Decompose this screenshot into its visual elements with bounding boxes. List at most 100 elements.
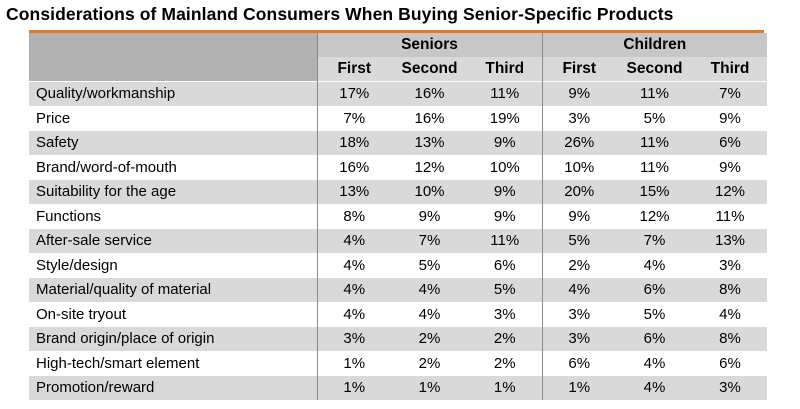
seniors-second-cell: 13% bbox=[391, 130, 468, 155]
seniors-third-cell: 2% bbox=[468, 351, 543, 376]
children-second-cell: 4% bbox=[616, 351, 694, 376]
children-third-cell: 8% bbox=[693, 277, 768, 302]
table-row: High-tech/smart element 1% 2% 2% 6% 4% 6% bbox=[29, 351, 768, 376]
row-label: After-sale service bbox=[29, 228, 318, 253]
row-label: Suitability for the age bbox=[29, 179, 318, 204]
children-second-cell: 11% bbox=[616, 81, 694, 106]
row-label: Quality/workmanship bbox=[29, 81, 318, 106]
seniors-second-cell: 1% bbox=[391, 375, 468, 400]
table-row: On-site tryout 4% 4% 3% 3% 5% 4% bbox=[29, 302, 768, 327]
children-first-cell: 2% bbox=[542, 253, 617, 278]
children-second-cell: 12% bbox=[616, 204, 694, 229]
column-header-children-first: First bbox=[542, 57, 617, 82]
column-header-seniors-second: Second bbox=[391, 57, 468, 82]
row-label: Material/quality of material bbox=[29, 277, 318, 302]
seniors-first-cell: 16% bbox=[317, 155, 391, 180]
seniors-second-cell: 7% bbox=[391, 228, 468, 253]
seniors-third-cell: 9% bbox=[468, 130, 543, 155]
children-second-cell: 5% bbox=[616, 302, 694, 327]
seniors-second-cell: 16% bbox=[391, 81, 468, 106]
seniors-third-cell: 6% bbox=[468, 253, 543, 278]
seniors-third-cell: 9% bbox=[468, 204, 543, 229]
children-third-cell: 13% bbox=[693, 228, 768, 253]
seniors-third-cell: 3% bbox=[468, 302, 543, 327]
children-second-cell: 7% bbox=[616, 228, 694, 253]
table-body: Quality/workmanship 17% 16% 11% 9% 11% 7% Price… bbox=[29, 81, 768, 400]
children-second-cell: 15% bbox=[616, 179, 694, 204]
children-second-cell: 6% bbox=[616, 326, 694, 351]
row-label: Brand origin/place of origin bbox=[29, 326, 318, 351]
children-second-cell: 11% bbox=[616, 130, 694, 155]
seniors-third-cell: 2% bbox=[468, 326, 543, 351]
chart-title: Considerations of Mainland Consumers Whe… bbox=[6, 4, 674, 24]
children-first-cell: 3% bbox=[542, 106, 617, 131]
table-row: Brand origin/place of origin 3% 2% 2% 3% 6% 8% bbox=[29, 326, 768, 351]
row-label: Promotion/reward bbox=[29, 375, 318, 400]
children-third-cell: 6% bbox=[693, 351, 768, 376]
children-third-cell: 3% bbox=[693, 253, 768, 278]
row-label: Safety bbox=[29, 130, 318, 155]
seniors-third-cell: 9% bbox=[468, 179, 543, 204]
children-third-cell: 7% bbox=[693, 81, 768, 106]
data-table: Seniors Children First Second Third Firs… bbox=[29, 33, 768, 400]
table-row: Brand/word-of-mouth 16% 12% 10% 10% 11% 9% bbox=[29, 155, 768, 180]
seniors-third-cell: 19% bbox=[468, 106, 543, 131]
seniors-first-cell: 1% bbox=[317, 375, 391, 400]
children-first-cell: 1% bbox=[542, 375, 617, 400]
seniors-third-cell: 11% bbox=[468, 81, 543, 106]
seniors-first-cell: 3% bbox=[317, 326, 391, 351]
group-header-children: Children bbox=[542, 33, 768, 57]
table-row: Safety 18% 13% 9% 26% 11% 6% bbox=[29, 130, 768, 155]
seniors-first-cell: 17% bbox=[317, 81, 391, 106]
seniors-second-cell: 10% bbox=[391, 179, 468, 204]
children-first-cell: 5% bbox=[542, 228, 617, 253]
children-third-cell: 6% bbox=[693, 130, 768, 155]
seniors-first-cell: 1% bbox=[317, 351, 391, 376]
column-header-children-second: Second bbox=[616, 57, 694, 82]
table-row: Promotion/reward 1% 1% 1% 1% 4% 3% bbox=[29, 375, 768, 400]
group-header-row: Seniors Children bbox=[29, 33, 768, 57]
table-row: Quality/workmanship 17% 16% 11% 9% 11% 7% bbox=[29, 81, 768, 106]
seniors-first-cell: 4% bbox=[317, 302, 391, 327]
column-header-seniors-third: Third bbox=[468, 57, 543, 82]
header-corner-lower bbox=[29, 57, 318, 82]
column-header-row: First Second Third First Second Third bbox=[29, 57, 768, 82]
seniors-second-cell: 16% bbox=[391, 106, 468, 131]
children-third-cell: 8% bbox=[693, 326, 768, 351]
children-first-cell: 3% bbox=[542, 326, 617, 351]
accent-rule bbox=[29, 30, 764, 33]
seniors-second-cell: 12% bbox=[391, 155, 468, 180]
seniors-first-cell: 4% bbox=[317, 253, 391, 278]
row-label: Brand/word-of-mouth bbox=[29, 155, 318, 180]
seniors-first-cell: 7% bbox=[317, 106, 391, 131]
row-label: High-tech/smart element bbox=[29, 351, 318, 376]
children-first-cell: 9% bbox=[542, 81, 617, 106]
column-header-seniors-first: First bbox=[317, 57, 391, 82]
column-header-children-third: Third bbox=[693, 57, 768, 82]
seniors-first-cell: 4% bbox=[317, 277, 391, 302]
group-header-seniors: Seniors bbox=[317, 33, 543, 57]
children-second-cell: 4% bbox=[616, 253, 694, 278]
children-third-cell: 9% bbox=[693, 106, 768, 131]
seniors-first-cell: 18% bbox=[317, 130, 391, 155]
children-third-cell: 3% bbox=[693, 375, 768, 400]
children-first-cell: 6% bbox=[542, 351, 617, 376]
seniors-second-cell: 5% bbox=[391, 253, 468, 278]
children-third-cell: 11% bbox=[693, 204, 768, 229]
seniors-first-cell: 13% bbox=[317, 179, 391, 204]
table-row: Price 7% 16% 19% 3% 5% 9% bbox=[29, 106, 768, 131]
children-first-cell: 26% bbox=[542, 130, 617, 155]
row-label: Functions bbox=[29, 204, 318, 229]
children-first-cell: 20% bbox=[542, 179, 617, 204]
row-label: Style/design bbox=[29, 253, 318, 278]
header-corner bbox=[29, 33, 318, 57]
seniors-second-cell: 9% bbox=[391, 204, 468, 229]
children-third-cell: 9% bbox=[693, 155, 768, 180]
children-third-cell: 12% bbox=[693, 179, 768, 204]
table-row: Material/quality of material 4% 4% 5% 4% 6% 8% bbox=[29, 277, 768, 302]
seniors-second-cell: 4% bbox=[391, 277, 468, 302]
seniors-first-cell: 8% bbox=[317, 204, 391, 229]
children-first-cell: 10% bbox=[542, 155, 617, 180]
children-first-cell: 3% bbox=[542, 302, 617, 327]
seniors-third-cell: 10% bbox=[468, 155, 543, 180]
